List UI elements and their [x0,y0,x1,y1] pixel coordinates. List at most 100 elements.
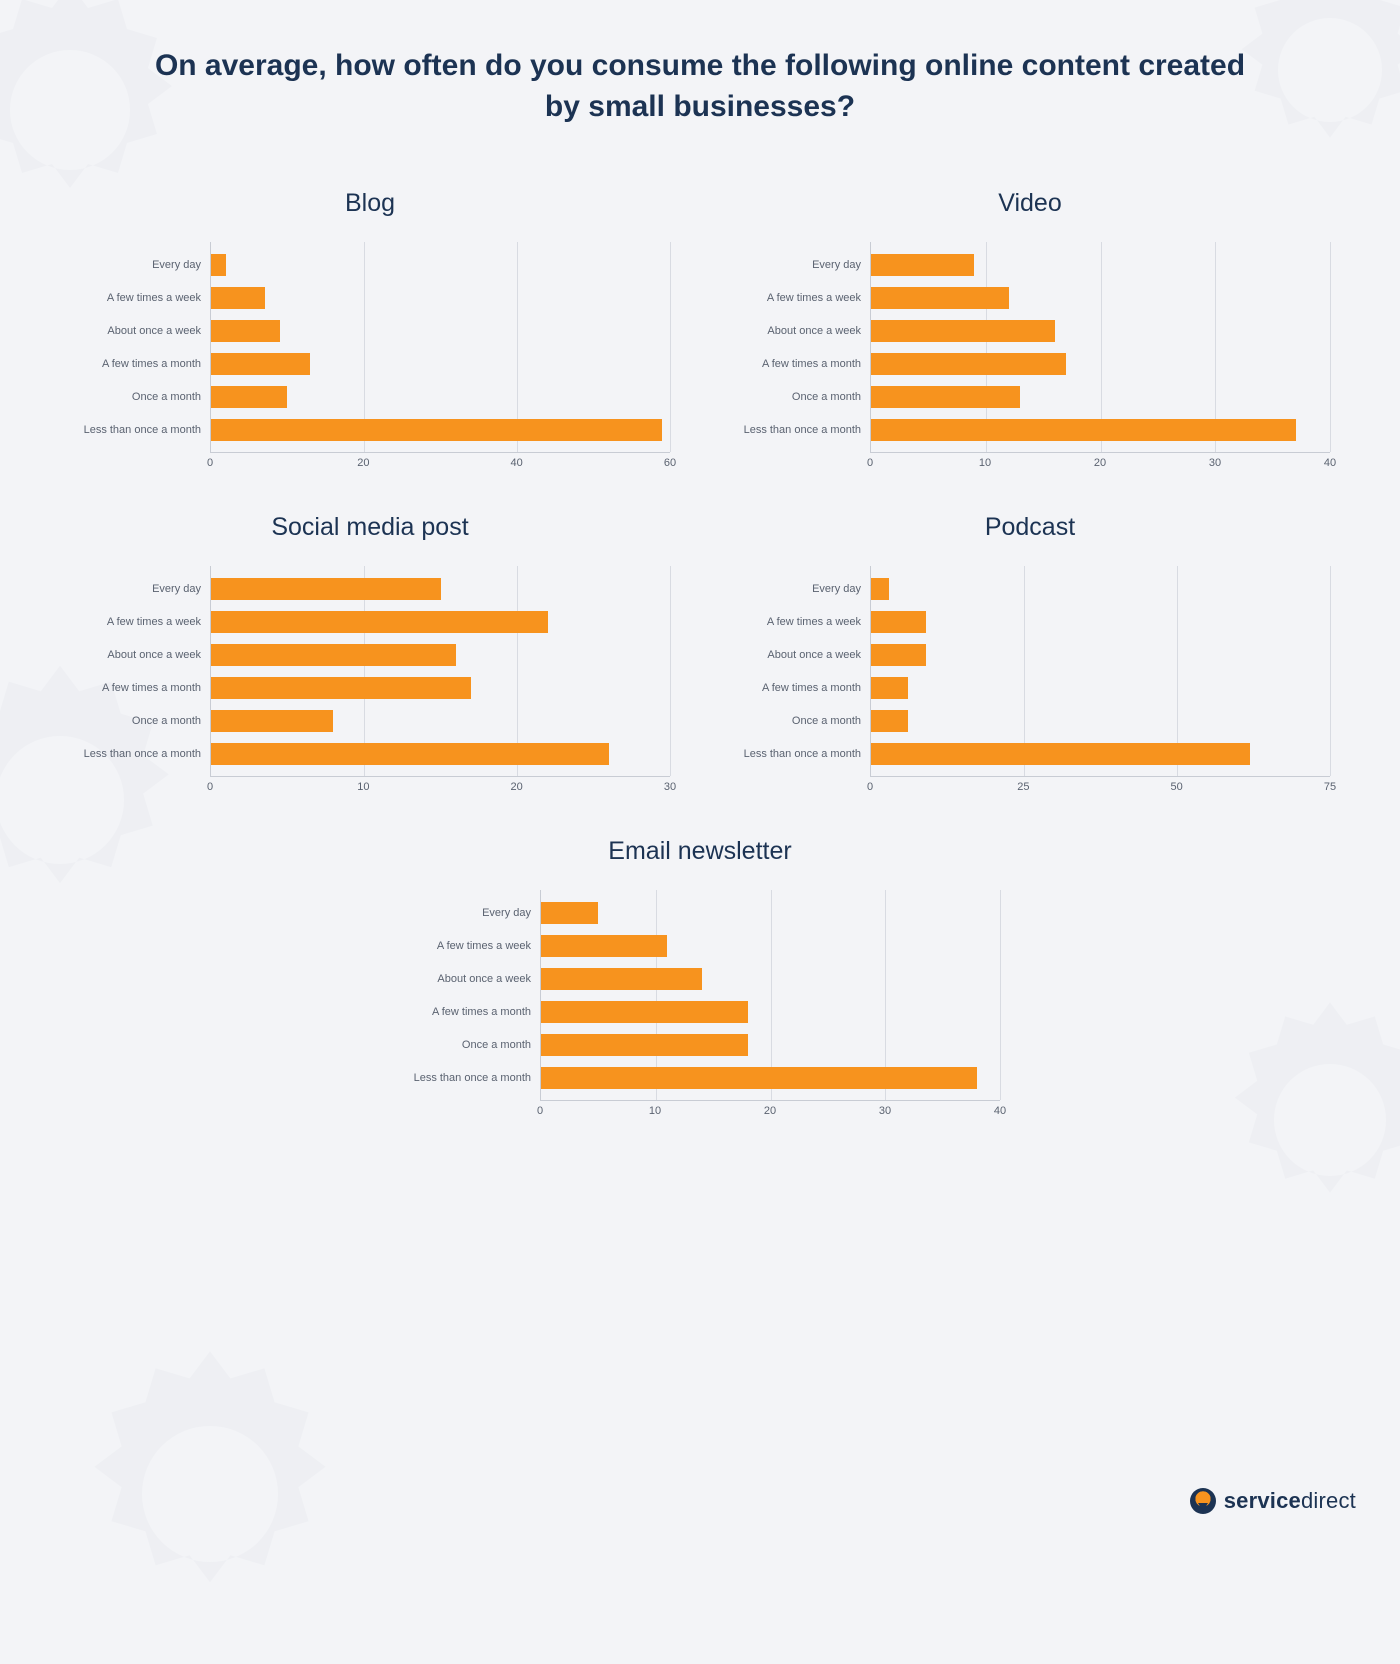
bar [541,1034,748,1056]
y-axis-label: Less than once a month [61,424,211,436]
bar-row: Less than once a month [541,1065,1000,1091]
bar [211,287,265,309]
y-axis-label: Less than once a month [61,748,211,760]
y-axis-label: Once a month [61,715,211,727]
bar [871,287,1009,309]
y-axis-label: Every day [721,259,871,271]
bar-row: A few times a week [871,609,1330,635]
bar [871,743,1250,765]
bar-row: Less than once a month [211,417,670,443]
bar-row: Once a month [211,708,670,734]
bar [211,743,609,765]
x-tick: 30 [879,1105,891,1117]
x-axis-ticks: 010203040 [870,453,1330,473]
y-axis-label: Once a month [391,1039,541,1051]
bar [871,710,908,732]
y-axis-label: A few times a week [61,292,211,304]
bar [871,254,974,276]
bar [211,644,456,666]
x-tick: 10 [357,781,369,793]
chart-podcast: PodcastEvery dayA few times a weekAbout … [720,513,1340,797]
x-tick: 0 [207,457,213,469]
y-axis-label: About once a week [391,973,541,985]
plot-area: Every day A few times a week About once a … [210,566,670,777]
bar-row: A few times a month [871,675,1330,701]
bar-row: Every day [211,576,670,602]
plot-area: Every day A few times a week About once a … [870,566,1330,777]
x-tick: 20 [511,781,523,793]
logo-icon [1190,1488,1216,1514]
x-tick: 50 [1171,781,1183,793]
y-axis-label: Less than once a month [721,424,871,436]
bar-row: About once a week [871,642,1330,668]
bar-row: A few times a month [211,675,670,701]
x-tick: 0 [207,781,213,793]
bar-row: Less than once a month [871,741,1330,767]
bar [211,353,310,375]
x-axis-ticks: 010203040 [540,1101,1000,1121]
y-axis-label: A few times a week [61,616,211,628]
x-tick: 0 [867,781,873,793]
chart-video: VideoEvery dayA few times a weekAbout on… [720,189,1340,473]
y-axis-label: About once a week [61,325,211,337]
x-axis-ticks: 0102030 [210,777,670,797]
bar-row: About once a week [211,642,670,668]
x-tick: 25 [1017,781,1029,793]
x-tick: 60 [664,457,676,469]
bar [871,320,1055,342]
y-axis-label: Every day [61,583,211,595]
y-axis-label: A few times a month [721,358,871,370]
y-axis-label: Every day [61,259,211,271]
y-axis-label: A few times a month [391,1006,541,1018]
brand-logo: servicedirect [1190,1488,1356,1514]
bar-row: Every day [871,576,1330,602]
bar [211,320,280,342]
y-axis-label: About once a week [721,325,871,337]
x-tick: 0 [867,457,873,469]
bar [211,419,662,441]
bar-row: Once a month [871,384,1330,410]
bar-row: Less than once a month [211,741,670,767]
bar-row: Every day [211,252,670,278]
y-axis-label: A few times a week [391,940,541,952]
x-tick: 20 [357,457,369,469]
y-axis-label: Less than once a month [721,748,871,760]
bar [871,578,889,600]
bar-row: A few times a month [871,351,1330,377]
bar [871,644,926,666]
y-axis-label: A few times a week [721,292,871,304]
x-axis-ticks: 0255075 [870,777,1330,797]
bar [871,419,1296,441]
y-axis-label: A few times a month [61,358,211,370]
bar [541,1067,977,1089]
x-tick: 10 [649,1105,661,1117]
bar-row: A few times a month [541,999,1000,1025]
bar-row: Once a month [211,384,670,410]
bar-row: Every day [871,252,1330,278]
x-tick: 20 [764,1105,776,1117]
bar-row: About once a week [541,966,1000,992]
decorative-gear [40,1324,380,1664]
chart-title: Social media post [60,513,680,542]
x-tick: 40 [994,1105,1006,1117]
bar-row: A few times a month [211,351,670,377]
y-axis-label: Less than once a month [391,1072,541,1084]
y-axis-label: A few times a week [721,616,871,628]
x-tick: 0 [537,1105,543,1117]
plot-area: Every dayA few times a weekAbout once a … [540,890,1000,1101]
y-axis-label: About once a week [721,649,871,661]
logo-text: servicedirect [1224,1488,1356,1514]
bar [211,677,471,699]
y-axis-label: Once a month [721,715,871,727]
y-axis-label: A few times a month [61,682,211,694]
bar [211,386,287,408]
bar-row: A few times a week [871,285,1330,311]
plot-area: Every dayA few times a weekAbout once a … [210,242,670,453]
bar-row: About once a week [871,318,1330,344]
x-tick: 40 [511,457,523,469]
x-tick: 75 [1324,781,1336,793]
decorative-gear [1200,0,1400,200]
y-axis-label: Once a month [721,391,871,403]
bar-row: A few times a week [211,609,670,635]
x-tick: 10 [979,457,991,469]
